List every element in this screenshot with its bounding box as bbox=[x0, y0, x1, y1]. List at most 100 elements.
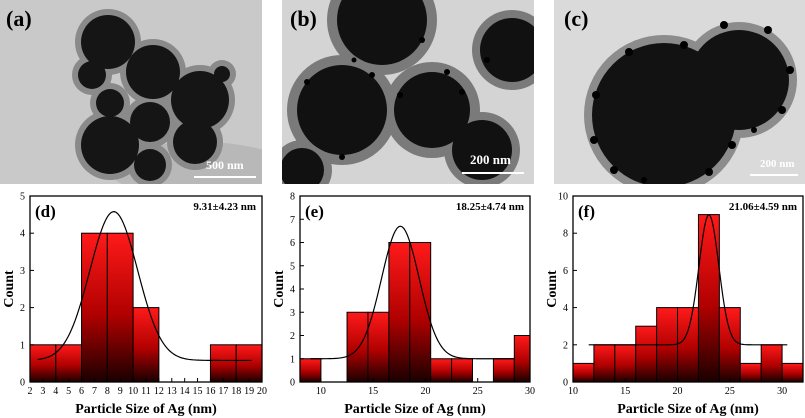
histogram-bar bbox=[388, 242, 411, 383]
x-tick-label: 15 bbox=[368, 386, 378, 397]
histogram-bar bbox=[132, 307, 160, 383]
y-tick-label: 5 bbox=[290, 261, 295, 272]
tem-panel-c: (c) 200 nm bbox=[554, 0, 805, 184]
chart-panel-label: (e) bbox=[305, 202, 324, 221]
x-tick-label: 20 bbox=[257, 386, 267, 397]
y-tick-label: 1 bbox=[20, 340, 25, 351]
x-tick-label: 10 bbox=[568, 386, 578, 397]
y-tick-label: 6 bbox=[290, 238, 295, 249]
histogram-bar bbox=[209, 344, 237, 383]
histogram-bar bbox=[235, 344, 263, 383]
y-tick-label: 5 bbox=[20, 192, 25, 203]
y-tick-label: 8 bbox=[563, 229, 568, 240]
tem-panel-b: (b) 200 nm bbox=[282, 0, 534, 184]
gaussian-fit-curve bbox=[310, 225, 515, 360]
x-tick-label: 6 bbox=[79, 386, 84, 397]
scale-bar-c bbox=[750, 174, 798, 176]
y-tick-label: 6 bbox=[563, 266, 568, 277]
scale-bar-label-b: 200 nm bbox=[470, 152, 511, 167]
histogram-bar bbox=[781, 362, 804, 383]
y-tick-label: 4 bbox=[563, 303, 568, 314]
y-axis-label: Count bbox=[545, 270, 560, 308]
x-tick-label: 10 bbox=[316, 386, 326, 397]
x-tick-label: 3 bbox=[40, 386, 45, 397]
histogram-chart: 10 15 20 25 30 0 1 2 3 4 5 6 7 8 Particle Size of Ag (… bbox=[272, 192, 535, 418]
histogram-bar bbox=[346, 311, 369, 383]
x-tick-label: 4 bbox=[53, 386, 58, 397]
histogram-bar bbox=[492, 358, 515, 383]
scale-bar-label-c: 200 nm bbox=[760, 158, 795, 170]
x-axis-label: Particle Size of Ag (nm) bbox=[617, 402, 759, 417]
x-axis-label: Particle Size of Ag (nm) bbox=[344, 402, 486, 417]
histogram-bar bbox=[593, 344, 616, 383]
scale-bar-label-a: 500 nm bbox=[206, 158, 244, 172]
x-tick-label: 13 bbox=[167, 386, 177, 397]
histogram-bar bbox=[106, 232, 134, 383]
gaussian-fit-curve bbox=[588, 214, 788, 346]
histogram-bar bbox=[430, 358, 453, 383]
y-tick-label: 1 bbox=[290, 354, 295, 365]
chart-panel-label: (f) bbox=[578, 202, 595, 221]
histogram-bar bbox=[739, 362, 762, 383]
tem-image-a bbox=[0, 0, 262, 184]
x-tick-label: 15 bbox=[620, 386, 630, 397]
histogram-chart: 2 3 4 5 6 7 8 9 10 11 12 13 14 15 16 17 18 19 20012345Part… bbox=[2, 192, 267, 418]
mean-sd-annotation: 9.31±4.23 nm bbox=[193, 201, 256, 213]
y-tick-label: 2 bbox=[20, 303, 25, 314]
histogram-bar bbox=[572, 362, 595, 383]
y-tick-label: 0 bbox=[290, 378, 295, 389]
x-axis-label: Particle Size of Ag (nm) bbox=[75, 402, 217, 417]
y-axis-label: Count bbox=[272, 270, 287, 308]
x-tick-label: 14 bbox=[180, 386, 190, 397]
x-tick-label: 20 bbox=[673, 386, 683, 397]
histogram-bar bbox=[513, 335, 531, 383]
x-tick-label: 30 bbox=[777, 386, 787, 397]
panel-label-a: (a) bbox=[6, 6, 32, 31]
y-tick-label: 4 bbox=[20, 229, 25, 240]
y-tick-label: 8 bbox=[290, 192, 295, 203]
y-tick-label: 7 bbox=[290, 215, 295, 226]
histogram-bar bbox=[81, 232, 108, 383]
histogram-bar bbox=[635, 325, 658, 383]
tem-image-b bbox=[282, 0, 534, 184]
x-tick-label: 7 bbox=[92, 386, 97, 397]
x-tick-label: 15 bbox=[193, 386, 203, 397]
histogram-bar bbox=[299, 358, 322, 383]
x-tick-label: 10 bbox=[128, 386, 138, 397]
x-tick-label: 18 bbox=[231, 386, 241, 397]
y-axis-label: Count bbox=[2, 270, 17, 308]
gaussian-fit-curve bbox=[37, 211, 252, 362]
x-tick-label: 25 bbox=[725, 386, 735, 397]
histogram-chart: 10 15 20 25 30 0 2 4 6 8 10 Particle Size of Ag (nm… bbox=[545, 192, 804, 417]
histogram-bar bbox=[55, 344, 83, 383]
y-tick-label: 2 bbox=[290, 331, 295, 342]
histogram-bar bbox=[677, 307, 699, 383]
panel-label-b: (b) bbox=[290, 6, 317, 31]
scale-bar-a bbox=[194, 176, 256, 178]
histogram-bar bbox=[697, 214, 720, 383]
tem-panel-a: (a) 500 nm bbox=[0, 0, 262, 184]
x-tick-label: 9 bbox=[118, 386, 123, 397]
chart-panel-label: (d) bbox=[35, 202, 56, 221]
y-tick-label: 10 bbox=[558, 192, 568, 203]
mean-sd-annotation: 18.25±4.74 nm bbox=[456, 201, 524, 213]
x-tick-label: 16 bbox=[205, 386, 215, 397]
panel-label-c: (c) bbox=[564, 6, 589, 31]
tem-image-c bbox=[554, 0, 805, 184]
x-tick-label: 11 bbox=[141, 386, 151, 397]
y-tick-label: 3 bbox=[290, 308, 295, 319]
x-tick-label: 20 bbox=[420, 386, 430, 397]
y-tick-label: 3 bbox=[20, 266, 25, 277]
histogram-bar bbox=[451, 358, 474, 383]
y-tick-label: 4 bbox=[290, 285, 295, 296]
x-tick-label: 8 bbox=[105, 386, 110, 397]
x-tick-label: 25 bbox=[473, 386, 483, 397]
histogram-bar bbox=[614, 344, 637, 383]
histogram-charts: 2 3 4 5 6 7 8 9 10 11 12 13 14 15 16 17 18 19 20012345Part… bbox=[2, 192, 804, 418]
x-tick-label: 12 bbox=[154, 386, 164, 397]
x-tick-label: 19 bbox=[244, 386, 254, 397]
histogram-bar bbox=[367, 311, 390, 383]
histogram-bar bbox=[760, 344, 783, 383]
histogram-bar bbox=[29, 344, 57, 383]
y-tick-label: 2 bbox=[563, 340, 568, 351]
